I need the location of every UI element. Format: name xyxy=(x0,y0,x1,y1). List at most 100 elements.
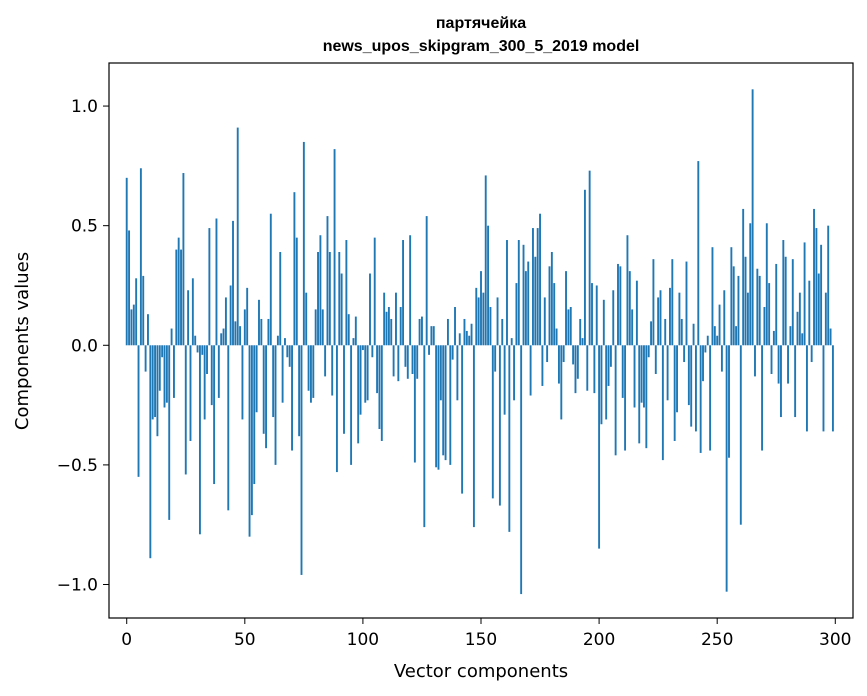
bar-56 xyxy=(258,299,260,346)
bar-143 xyxy=(463,318,466,346)
x-tick-label: 100 xyxy=(347,630,379,650)
bar-62 xyxy=(272,345,275,418)
bar-67 xyxy=(284,338,286,346)
bar-175 xyxy=(539,213,541,346)
bar-120 xyxy=(409,235,412,346)
bar-31 xyxy=(198,345,201,535)
bar-152 xyxy=(484,175,487,346)
bar-233 xyxy=(676,345,678,413)
bar-281 xyxy=(789,326,792,346)
bar-22 xyxy=(177,237,180,346)
bar-93 xyxy=(345,240,348,346)
bar-88 xyxy=(333,149,336,346)
bar-58 xyxy=(262,345,265,434)
bar-133 xyxy=(439,345,442,401)
bar-90 xyxy=(338,251,341,346)
x-tick-label: 200 xyxy=(583,630,615,650)
bar-255 xyxy=(728,345,730,458)
bar-75 xyxy=(302,141,305,346)
bar-45 xyxy=(232,220,234,346)
x-tick-label: 50 xyxy=(234,630,256,650)
bar-110 xyxy=(385,311,388,346)
bar-138 xyxy=(451,345,454,360)
bar-92 xyxy=(343,345,345,434)
bar-18 xyxy=(168,345,171,520)
bar-285 xyxy=(798,292,801,346)
bar-215 xyxy=(633,345,636,408)
bar-192 xyxy=(579,318,582,346)
bar-204 xyxy=(607,345,610,386)
bar-193 xyxy=(581,338,584,346)
bar-199 xyxy=(595,285,598,346)
bar-125 xyxy=(421,316,423,346)
bar-296 xyxy=(824,292,827,346)
bar-299 xyxy=(831,345,834,432)
bar-74 xyxy=(300,345,303,575)
bar-223 xyxy=(652,259,655,346)
bar-4 xyxy=(135,278,138,346)
bar-220 xyxy=(645,345,648,449)
bar-262 xyxy=(744,256,747,346)
bar-44 xyxy=(229,285,232,346)
bar-115 xyxy=(397,345,400,382)
bar-221 xyxy=(647,345,650,358)
bar-87 xyxy=(331,345,334,396)
bar-173 xyxy=(534,256,537,346)
bar-252 xyxy=(720,345,723,372)
bar-157 xyxy=(496,297,499,346)
bar-122 xyxy=(413,345,416,463)
bar-15 xyxy=(161,345,164,358)
bar-178 xyxy=(546,345,549,363)
bar-123 xyxy=(416,345,419,379)
bar-208 xyxy=(617,263,619,346)
bar-276 xyxy=(777,345,780,384)
bar-19 xyxy=(170,328,173,346)
bar-109 xyxy=(383,292,386,346)
bar-135 xyxy=(444,345,447,461)
bar-289 xyxy=(808,280,811,346)
bar-206 xyxy=(612,290,615,346)
bar-107 xyxy=(378,345,381,430)
bar-72 xyxy=(295,237,298,346)
bar-95 xyxy=(350,345,353,465)
bar-24 xyxy=(182,173,185,346)
bar-27 xyxy=(189,345,192,441)
bar-series xyxy=(125,89,834,595)
bar-6 xyxy=(139,168,142,346)
bar-163 xyxy=(510,338,513,346)
bar-29 xyxy=(194,335,197,346)
bar-155 xyxy=(491,345,494,499)
bar-213 xyxy=(628,271,631,346)
bar-187 xyxy=(567,309,570,346)
bar-134 xyxy=(442,345,445,456)
bar-242 xyxy=(697,161,700,346)
bar-36 xyxy=(210,345,213,406)
bar-140 xyxy=(456,345,459,401)
bar-256 xyxy=(730,247,733,346)
bar-287 xyxy=(803,242,806,346)
bar-265 xyxy=(751,89,754,346)
bar-297 xyxy=(827,225,830,346)
bar-170 xyxy=(527,261,530,346)
bar-177 xyxy=(543,297,546,346)
bar-266 xyxy=(754,345,756,377)
bar-83 xyxy=(321,309,324,346)
bar-32 xyxy=(201,345,204,355)
bar-51 xyxy=(246,287,249,346)
bar-82 xyxy=(319,235,322,346)
bar-98 xyxy=(357,345,360,444)
bar-114 xyxy=(395,292,397,346)
bar-169 xyxy=(524,271,527,346)
bar-64 xyxy=(276,335,279,346)
bar-97 xyxy=(354,316,357,346)
bar-226 xyxy=(659,290,662,346)
x-tick-label: 150 xyxy=(465,630,497,650)
bar-158 xyxy=(498,345,501,506)
bar-153 xyxy=(487,225,490,346)
bar-230 xyxy=(669,287,671,346)
bar-149 xyxy=(477,297,480,346)
bar-104 xyxy=(371,345,374,358)
bar-50 xyxy=(243,309,246,346)
bar-268 xyxy=(758,275,761,346)
bar-38 xyxy=(215,218,218,346)
